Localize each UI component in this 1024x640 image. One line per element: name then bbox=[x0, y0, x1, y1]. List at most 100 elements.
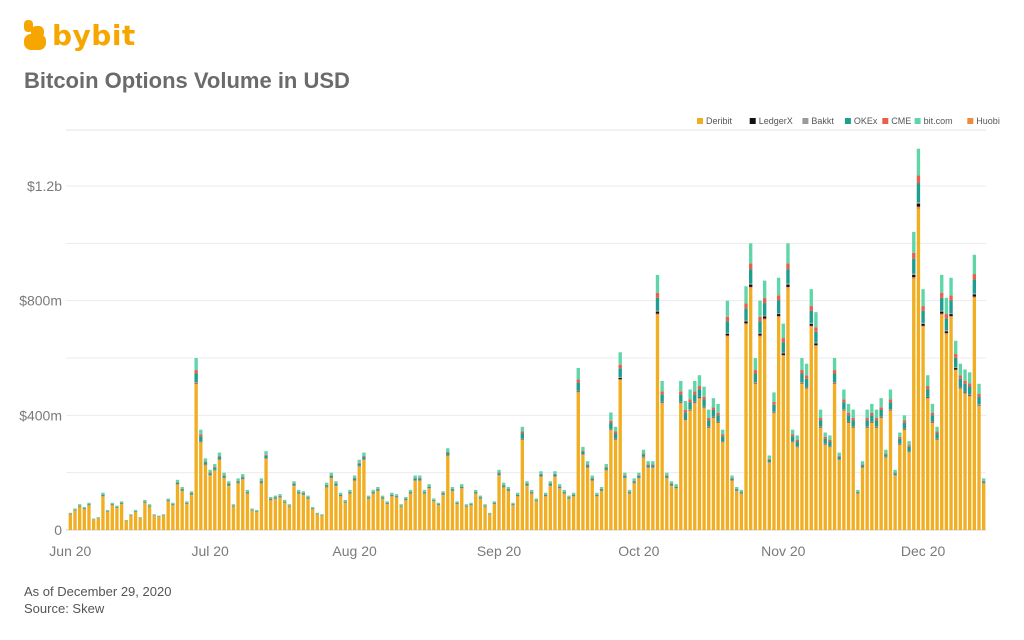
bar-segment-cme bbox=[804, 375, 809, 379]
bar-segment-cme bbox=[902, 420, 907, 423]
bar-segment-okex bbox=[436, 504, 441, 506]
bar-segment-okex bbox=[916, 183, 921, 203]
bar-segment-okex bbox=[133, 511, 138, 512]
bar-segment-ledgerx bbox=[954, 368, 958, 370]
bar-segment-bitcom bbox=[166, 498, 170, 500]
bar-segment-bitcom bbox=[460, 484, 464, 487]
bar-segment-huobi bbox=[772, 412, 776, 414]
bar-segment-bitcom bbox=[907, 441, 911, 446]
bar-segment-cme bbox=[916, 175, 921, 184]
bar-segment-bitcom bbox=[888, 389, 893, 400]
bar-segment-bitcom bbox=[161, 514, 166, 515]
bar-segment-okex bbox=[506, 489, 511, 491]
bar-segment-deribit bbox=[683, 420, 688, 530]
bar-segment-bakkt bbox=[912, 273, 916, 275]
bar-segment-cme bbox=[725, 316, 730, 322]
bar-segment-huobi bbox=[907, 451, 911, 453]
bar-segment-okex bbox=[641, 454, 646, 457]
bar-segment-bitcom bbox=[818, 409, 823, 419]
bar-segment-deribit bbox=[828, 447, 832, 530]
bar-segment-bitcom bbox=[143, 499, 147, 502]
bar-segment-cme bbox=[548, 483, 552, 485]
bar-segment-okex bbox=[492, 502, 497, 504]
bar-segment-okex bbox=[907, 446, 911, 452]
bar-segment-cme bbox=[837, 456, 841, 458]
bar-segment-bakkt bbox=[804, 387, 809, 388]
bar-segment-huobi bbox=[660, 402, 664, 404]
bar-segment-bitcom bbox=[618, 352, 622, 365]
bar-segment-deribit bbox=[483, 506, 487, 530]
bar-segment-huobi bbox=[749, 286, 753, 289]
bar-segment-deribit bbox=[427, 488, 431, 530]
bar-segment-cme bbox=[655, 292, 660, 298]
bar-segment-bitcom bbox=[371, 489, 375, 492]
bar-segment-deribit bbox=[651, 468, 655, 530]
bar-segment-deribit bbox=[837, 460, 841, 530]
bar-segment-bitcom bbox=[418, 475, 422, 478]
bar-segment-deribit bbox=[334, 486, 338, 530]
bar-segment-bitcom bbox=[245, 489, 250, 492]
bar-segment-deribit bbox=[348, 493, 352, 530]
bar-segment-bitcom bbox=[366, 495, 371, 498]
bar-segment-deribit bbox=[436, 505, 441, 530]
bar-segment-bitcom bbox=[744, 286, 748, 304]
bar-segment-cme bbox=[818, 418, 823, 421]
bar-segment-bakkt bbox=[697, 396, 702, 398]
bar-segment-deribit bbox=[68, 514, 73, 530]
bar-segment-bitcom bbox=[269, 497, 273, 499]
bar-segment-bitcom bbox=[916, 148, 921, 176]
bar-segment-bitcom bbox=[478, 495, 483, 498]
bar-segment-bitcom bbox=[138, 517, 142, 518]
bar-segment-bitcom bbox=[604, 464, 608, 468]
bar-segment-bitcom bbox=[637, 472, 641, 476]
bar-segment-bitcom bbox=[762, 280, 767, 299]
bar-segment-okex bbox=[711, 410, 716, 417]
bar-segment-deribit bbox=[618, 380, 622, 530]
bar-segment-bitcom bbox=[129, 514, 133, 515]
bar-segment-cme bbox=[758, 316, 762, 322]
bar-segment-bitcom bbox=[846, 403, 851, 413]
bar-segment-okex bbox=[935, 433, 939, 439]
bar-segment-deribit bbox=[511, 505, 515, 530]
bar-segment-deribit bbox=[455, 504, 459, 530]
bar-segment-deribit bbox=[912, 278, 916, 530]
bar-segment-deribit bbox=[357, 466, 361, 530]
bar-segment-bitcom bbox=[180, 487, 184, 489]
bar-segment-okex bbox=[418, 478, 422, 481]
bar-segment-cme bbox=[753, 370, 758, 374]
bar-segment-okex bbox=[334, 484, 338, 486]
bar-segment-okex bbox=[329, 475, 333, 478]
bar-segment-ledgerx bbox=[814, 343, 818, 346]
bar-segment-deribit bbox=[921, 327, 925, 530]
bar-segment-bitcom bbox=[241, 474, 245, 477]
bar-segment-okex bbox=[735, 489, 739, 491]
bar-segment-deribit bbox=[907, 452, 911, 530]
bar-segment-cme bbox=[362, 456, 366, 458]
bar-segment-deribit bbox=[935, 440, 939, 530]
bybit-coin-icon bbox=[22, 18, 48, 52]
bar-segment-cme bbox=[767, 458, 771, 460]
bar-segment-huobi bbox=[879, 417, 883, 419]
bar-segment-ledgerx bbox=[916, 203, 921, 207]
bar-segment-okex bbox=[175, 482, 180, 485]
bar-segment-bitcom bbox=[585, 461, 590, 465]
bar-segment-bitcom bbox=[338, 492, 343, 495]
bar-segment-deribit bbox=[250, 510, 254, 530]
bar-segment-deribit bbox=[898, 445, 902, 530]
bar-segment-deribit bbox=[441, 495, 445, 530]
bar-segment-cme bbox=[660, 391, 664, 395]
bar-segment-deribit bbox=[474, 493, 478, 530]
y-tick-label: $400m bbox=[19, 407, 62, 423]
bar-segment-deribit bbox=[693, 403, 697, 530]
bar-segment-okex bbox=[660, 394, 664, 402]
bar-segment-okex bbox=[898, 438, 902, 444]
bar-segment-deribit bbox=[376, 491, 380, 530]
bar-segment-okex bbox=[688, 402, 692, 410]
bar-segment-okex bbox=[464, 505, 469, 507]
bar-segment-cme bbox=[324, 484, 329, 486]
bar-segment-bitcom bbox=[599, 487, 604, 489]
bar-segment-okex bbox=[921, 310, 925, 323]
bar-segment-deribit bbox=[529, 493, 534, 530]
bar-segment-okex bbox=[222, 475, 226, 478]
bar-segment-bitcom bbox=[856, 489, 860, 492]
